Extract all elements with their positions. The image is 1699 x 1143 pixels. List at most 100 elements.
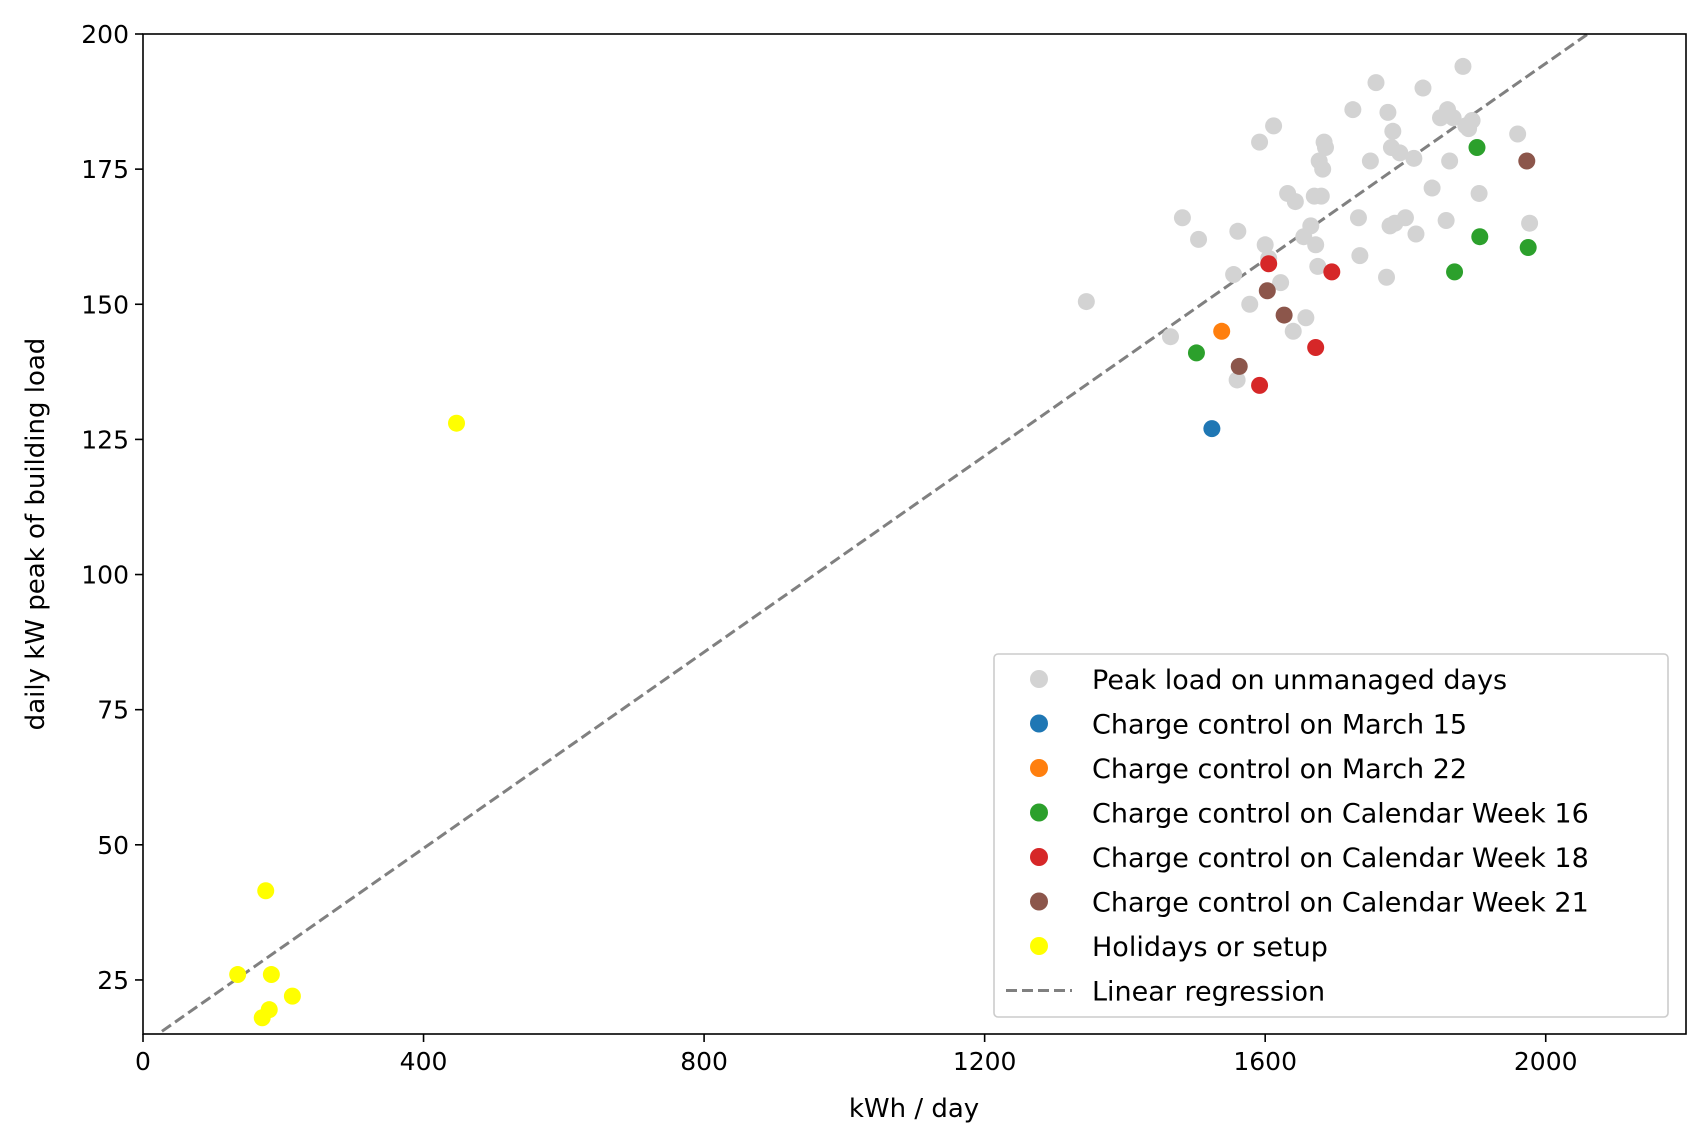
data-point xyxy=(1187,344,1205,362)
data-point xyxy=(1309,257,1327,275)
data-point xyxy=(1302,217,1320,235)
data-point xyxy=(1378,268,1396,286)
x-tick-label: 0 xyxy=(135,1047,151,1076)
data-point xyxy=(1297,309,1315,327)
data-point xyxy=(1437,211,1455,229)
data-point xyxy=(1251,376,1269,394)
data-point xyxy=(1260,255,1278,273)
legend-label: Charge control on Calendar Week 16 xyxy=(1092,799,1589,830)
points-layer xyxy=(229,57,1539,1027)
legend-marker xyxy=(1030,848,1048,866)
legend-label: Charge control on March 15 xyxy=(1092,710,1467,741)
data-point xyxy=(257,882,275,900)
legend-label: Charge control on March 22 xyxy=(1092,754,1467,785)
data-point xyxy=(1190,230,1208,248)
data-point xyxy=(283,987,301,1005)
data-point xyxy=(1470,184,1488,202)
data-point xyxy=(1173,209,1191,227)
data-point xyxy=(1256,236,1274,254)
data-point xyxy=(1444,109,1462,127)
data-point xyxy=(1391,144,1409,162)
legend: Peak load on unmanaged days Charge contro… xyxy=(993,653,1669,1018)
data-point xyxy=(1161,328,1179,346)
y-axis: 25 50 75 100 125 150 175 200 xyxy=(81,20,143,995)
data-point xyxy=(1519,239,1537,257)
data-point xyxy=(1284,322,1302,340)
data-point xyxy=(229,966,247,984)
legend-marker xyxy=(1030,803,1048,822)
data-point xyxy=(1344,101,1362,119)
x-tick-label: 1200 xyxy=(953,1047,1017,1076)
legend-marker xyxy=(1030,892,1048,911)
data-point xyxy=(1228,371,1246,389)
data-point xyxy=(1379,103,1397,121)
data-point xyxy=(1441,152,1459,170)
data-point xyxy=(1286,193,1304,211)
data-point xyxy=(1275,306,1293,324)
data-point xyxy=(260,1001,278,1019)
data-point xyxy=(1361,152,1379,170)
data-point xyxy=(1521,214,1539,232)
y-tick-label: 50 xyxy=(97,831,129,860)
y-tick-label: 75 xyxy=(97,696,129,725)
legend-marker xyxy=(1030,759,1048,777)
data-point xyxy=(1307,339,1325,357)
x-axis-label: kWh / day xyxy=(849,1094,979,1124)
plot-frame xyxy=(142,33,1687,1035)
x-tick-label: 2000 xyxy=(1514,1047,1578,1076)
y-tick-label: 175 xyxy=(81,155,129,184)
data-point xyxy=(1414,79,1432,97)
legend-label: Charge control on Calendar Week 21 xyxy=(1092,888,1589,919)
data-point xyxy=(1251,133,1269,151)
x-tick-label: 400 xyxy=(400,1047,448,1076)
data-point xyxy=(1225,266,1243,284)
legend-label: Peak load on unmanaged days xyxy=(1092,665,1507,696)
data-point xyxy=(1384,122,1402,140)
legend-label: Charge control on Calendar Week 18 xyxy=(1092,843,1589,874)
data-point xyxy=(1203,420,1221,438)
legend-frame xyxy=(993,653,1669,1018)
data-point xyxy=(1077,293,1095,311)
data-point xyxy=(1471,228,1489,246)
data-point xyxy=(1454,57,1472,75)
data-point xyxy=(1230,357,1248,375)
data-point xyxy=(1396,209,1414,227)
data-point xyxy=(1213,322,1231,340)
data-point xyxy=(1241,295,1259,313)
data-point xyxy=(1312,187,1330,205)
data-point xyxy=(262,966,280,984)
y-tick-label: 125 xyxy=(81,425,129,454)
data-point xyxy=(1518,152,1536,170)
data-point xyxy=(1229,222,1247,240)
x-tick-label: 1600 xyxy=(1233,1047,1297,1076)
legend-marker xyxy=(1030,670,1048,688)
data-point xyxy=(1509,125,1527,143)
data-point xyxy=(1258,282,1276,300)
y-tick-label: 150 xyxy=(81,290,129,319)
legend-marker xyxy=(1030,714,1048,733)
data-point xyxy=(1272,274,1290,292)
data-point xyxy=(1351,247,1369,265)
data-point xyxy=(1446,263,1464,281)
data-point xyxy=(1405,149,1423,167)
data-point xyxy=(1316,139,1334,157)
data-point xyxy=(1323,263,1341,281)
data-point xyxy=(1423,179,1441,197)
data-point xyxy=(1265,117,1283,135)
data-point xyxy=(1349,209,1367,227)
y-tick-label: 25 xyxy=(97,966,129,995)
data-point xyxy=(448,414,466,432)
data-point xyxy=(1307,236,1325,254)
y-tick-label: 100 xyxy=(81,561,129,590)
data-point xyxy=(1468,139,1486,157)
data-point xyxy=(1407,225,1425,243)
legend-label: Linear regression xyxy=(1092,977,1325,1008)
legend-label: Holidays or setup xyxy=(1092,932,1328,963)
data-point xyxy=(1314,160,1332,178)
regression-line xyxy=(161,32,1589,1033)
y-tick-label: 200 xyxy=(81,20,129,49)
data-point xyxy=(1463,111,1481,129)
regression-layer xyxy=(161,32,1589,1033)
x-axis: 0 400 800 1200 1600 2000 xyxy=(135,1034,1578,1076)
